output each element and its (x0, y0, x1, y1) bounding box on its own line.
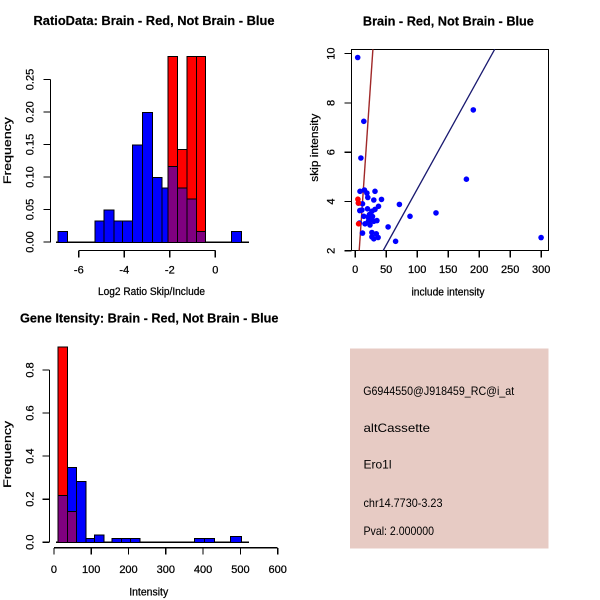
svg-text:Log2 Ratio Skip/Include: Log2 Ratio Skip/Include (98, 286, 205, 298)
svg-text:-2: -2 (165, 264, 175, 276)
svg-text:Gene Itensity: Brain - Red, No: Gene Itensity: Brain - Red, Not Brain - … (20, 311, 279, 326)
svg-text:include intensity: include intensity (412, 287, 485, 299)
svg-text:0.10: 0.10 (25, 166, 37, 187)
svg-text:8: 8 (326, 100, 338, 106)
svg-text:0.15: 0.15 (25, 134, 37, 155)
svg-text:4: 4 (326, 198, 338, 204)
svg-text:10: 10 (326, 47, 338, 59)
svg-text:G6944550@J918459_RC@i_at: G6944550@J918459_RC@i_at (363, 384, 515, 398)
svg-text:200: 200 (119, 564, 137, 576)
svg-text:100: 100 (82, 564, 100, 576)
svg-text:0.00: 0.00 (25, 231, 37, 252)
svg-text:Frequency: Frequency (2, 420, 14, 488)
svg-text:0.2: 0.2 (25, 492, 37, 507)
svg-text:100: 100 (408, 264, 426, 276)
svg-text:Frequency: Frequency (2, 116, 14, 184)
svg-text:0.0: 0.0 (25, 535, 37, 550)
svg-text:Pval: 2.000000: Pval: 2.000000 (364, 524, 435, 538)
svg-text:chr14.7730-3.23: chr14.7730-3.23 (364, 496, 443, 510)
svg-text:600: 600 (269, 564, 287, 576)
svg-text:0.4: 0.4 (25, 448, 37, 463)
svg-text:Brain - Red, Not Brain - Blue: Brain - Red, Not Brain - Blue (363, 13, 534, 28)
svg-text:skip intensity: skip intensity (309, 113, 321, 182)
svg-text:150: 150 (439, 264, 457, 276)
svg-text:300: 300 (532, 264, 550, 276)
svg-text:0.20: 0.20 (25, 101, 37, 122)
svg-text:altCassette: altCassette (364, 421, 431, 435)
svg-text:0.6: 0.6 (25, 405, 37, 420)
svg-text:0: 0 (212, 264, 218, 276)
svg-text:0: 0 (51, 564, 57, 576)
svg-text:Ero1l: Ero1l (364, 458, 392, 472)
svg-text:6: 6 (326, 149, 338, 155)
svg-text:200: 200 (470, 264, 488, 276)
svg-text:0: 0 (352, 264, 358, 276)
svg-text:2: 2 (326, 248, 338, 254)
svg-text:-6: -6 (74, 264, 84, 276)
svg-text:500: 500 (231, 564, 249, 576)
svg-text:300: 300 (157, 564, 175, 576)
svg-text:0.8: 0.8 (25, 362, 37, 377)
svg-text:50: 50 (380, 264, 392, 276)
svg-text:Intensity: Intensity (129, 587, 168, 599)
svg-text:250: 250 (501, 264, 519, 276)
svg-text:RatioData: Brain - Red, Not Br: RatioData: Brain - Red, Not Brain - Blue (34, 13, 275, 28)
svg-text:0.05: 0.05 (25, 199, 37, 220)
svg-text:400: 400 (194, 564, 212, 576)
svg-text:0.25: 0.25 (25, 69, 37, 90)
svg-text:-4: -4 (119, 264, 129, 276)
